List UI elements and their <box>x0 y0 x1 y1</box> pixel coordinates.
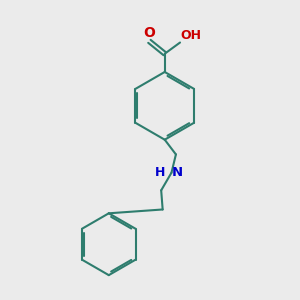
Text: N: N <box>172 166 183 178</box>
Text: O: O <box>143 26 155 40</box>
Text: H: H <box>154 166 165 178</box>
Text: OH: OH <box>181 28 202 42</box>
